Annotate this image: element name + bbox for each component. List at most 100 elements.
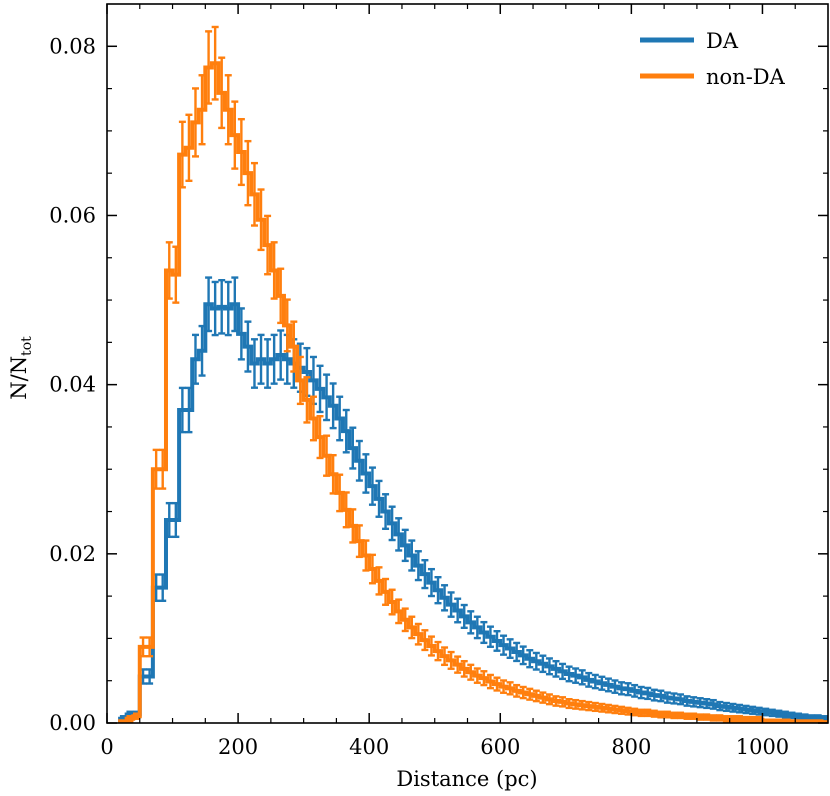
series-da-errorbar: [165, 501, 173, 539]
series-non-da-errorbar: [309, 395, 317, 442]
series-da-errorbar: [264, 338, 272, 389]
series-non-da-errorbar: [709, 714, 717, 722]
series-non-da-errorbar: [552, 695, 560, 707]
series-non-da-errorbar: [696, 713, 704, 721]
series-da-errorbar: [250, 338, 258, 389]
series-da-errorbar: [716, 700, 724, 712]
x-tick-label: 200: [218, 735, 258, 759]
series-non-da-errorbar: [480, 670, 488, 687]
series-non-da-errorbar: [408, 615, 416, 640]
series-non-da-errorbar: [191, 87, 199, 158]
y-axis-label-subscript: tot: [19, 336, 35, 356]
series-non-da-errorbar: [427, 635, 435, 657]
series-non-da-errorbar: [650, 709, 658, 718]
series-non-da-errorbar: [323, 434, 331, 477]
series-non-da-errorbar: [473, 667, 481, 684]
series-da-errorbar: [565, 665, 573, 683]
series-non-da-errorbar: [559, 696, 567, 708]
series-da-errorbar: [506, 638, 514, 659]
series-non-da-errorbar: [205, 30, 213, 105]
series-da-errorbar: [618, 681, 626, 696]
series-da-errorbar: [663, 691, 671, 704]
series-non-da-errorbar: [729, 715, 737, 723]
series-da-errorbar: [493, 629, 501, 652]
series-non-da-errorbar: [270, 241, 278, 300]
series-da-errorbar: [178, 386, 186, 434]
series-da-errorbar: [401, 528, 409, 563]
series-da-errorbar: [611, 679, 619, 694]
series-non-da-errorbar: [454, 655, 462, 674]
series-da-errorbar: [408, 539, 416, 572]
x-tick-label: 800: [611, 735, 651, 759]
series-da-errorbar: [500, 634, 508, 656]
series-non-da-errorbar: [460, 659, 468, 678]
axes: 0 200 400 600 800 1000 0.00 0.02 0.04 0.06 0.08: [49, 3, 829, 759]
series-non-da-errorbar: [237, 117, 245, 187]
series-da-errorbar: [742, 704, 750, 715]
series-da-errorbar: [637, 685, 645, 700]
series-non-da-errorbar: [382, 577, 390, 606]
series-non-da-errorbar: [677, 711, 685, 720]
series-da-step-line: [118, 302, 828, 723]
series-da-errorbar: [795, 712, 803, 720]
series-non-da-errorbar: [598, 702, 606, 713]
series-non-da-errorbar: [572, 698, 580, 710]
series-non-da-errorbar: [329, 453, 337, 495]
series-non-da-errorbar: [663, 710, 671, 719]
series-da-errorbar: [336, 395, 344, 442]
series-da-errorbar: [631, 683, 639, 698]
series-non-da-errorbar: [644, 708, 652, 718]
series-non-da-errorbar: [486, 673, 494, 690]
series-da-errorbar: [467, 610, 475, 635]
series-da-errorbar: [191, 333, 199, 385]
series-non-da-errorbar: [355, 524, 363, 559]
series-non-da-errorbar: [722, 715, 730, 723]
series-non-da-errorbar: [362, 539, 370, 572]
series-da-errorbar: [781, 710, 789, 719]
series-da-errorbar: [323, 373, 331, 422]
series-da-errorbar: [604, 677, 612, 693]
y-axis-label: N/Ntot: [7, 336, 35, 400]
series-non-da-errorbar: [277, 267, 285, 325]
series-non-da-errorbar: [401, 607, 409, 633]
series-da-errorbar: [755, 706, 763, 716]
series-da-errorbar: [211, 280, 219, 337]
series-da-errorbar: [788, 711, 796, 720]
series-non-da-errorbar: [690, 712, 698, 720]
series-da-errorbar: [382, 493, 390, 530]
y-tick-label: 0.00: [49, 711, 96, 735]
series-non-da-errorbar: [414, 622, 422, 646]
series-da-errorbar: [277, 329, 285, 381]
series-da-errorbar: [624, 682, 632, 697]
series-non-da-errorbar: [591, 701, 599, 713]
series-da-errorbar: [146, 668, 154, 685]
series-non-da-errorbar: [657, 710, 665, 719]
series-da-errorbar: [231, 276, 239, 333]
series-non-da-errorbar: [441, 646, 449, 667]
series-da-errorbar: [532, 651, 540, 671]
series-non-da-errorbar: [631, 707, 639, 717]
series-non-da-errorbar: [368, 553, 376, 585]
series-da-errorbar: [644, 686, 652, 701]
series-da-errorbar: [198, 324, 206, 377]
series-da-errorbar: [480, 620, 488, 645]
y-tick-label: 0.08: [49, 34, 96, 58]
series-non-da-errorbar: [250, 161, 258, 227]
series-da-errorbar: [768, 708, 776, 718]
x-tick-label: 0: [100, 735, 113, 759]
series-da-errorbar: [709, 698, 717, 710]
series-da-errorbar: [388, 505, 396, 542]
series-da-errorbar: [762, 707, 770, 717]
y-tick-label: 0.06: [49, 203, 96, 227]
x-tick-label: 1000: [736, 735, 789, 759]
series-non-da-errorbar: [224, 74, 232, 146]
legend-label-da: DA: [706, 29, 739, 53]
series-non-da-errorbar: [375, 566, 383, 596]
series-da-errorbar: [657, 689, 665, 703]
series-da-errorbar: [257, 333, 265, 385]
series-da-errorbar: [670, 692, 678, 705]
series-non-da-errorbar: [146, 636, 154, 658]
series-non-da-errorbar: [283, 298, 291, 353]
series-da-errorbar: [690, 696, 698, 708]
series-da-errorbar: [591, 673, 599, 690]
